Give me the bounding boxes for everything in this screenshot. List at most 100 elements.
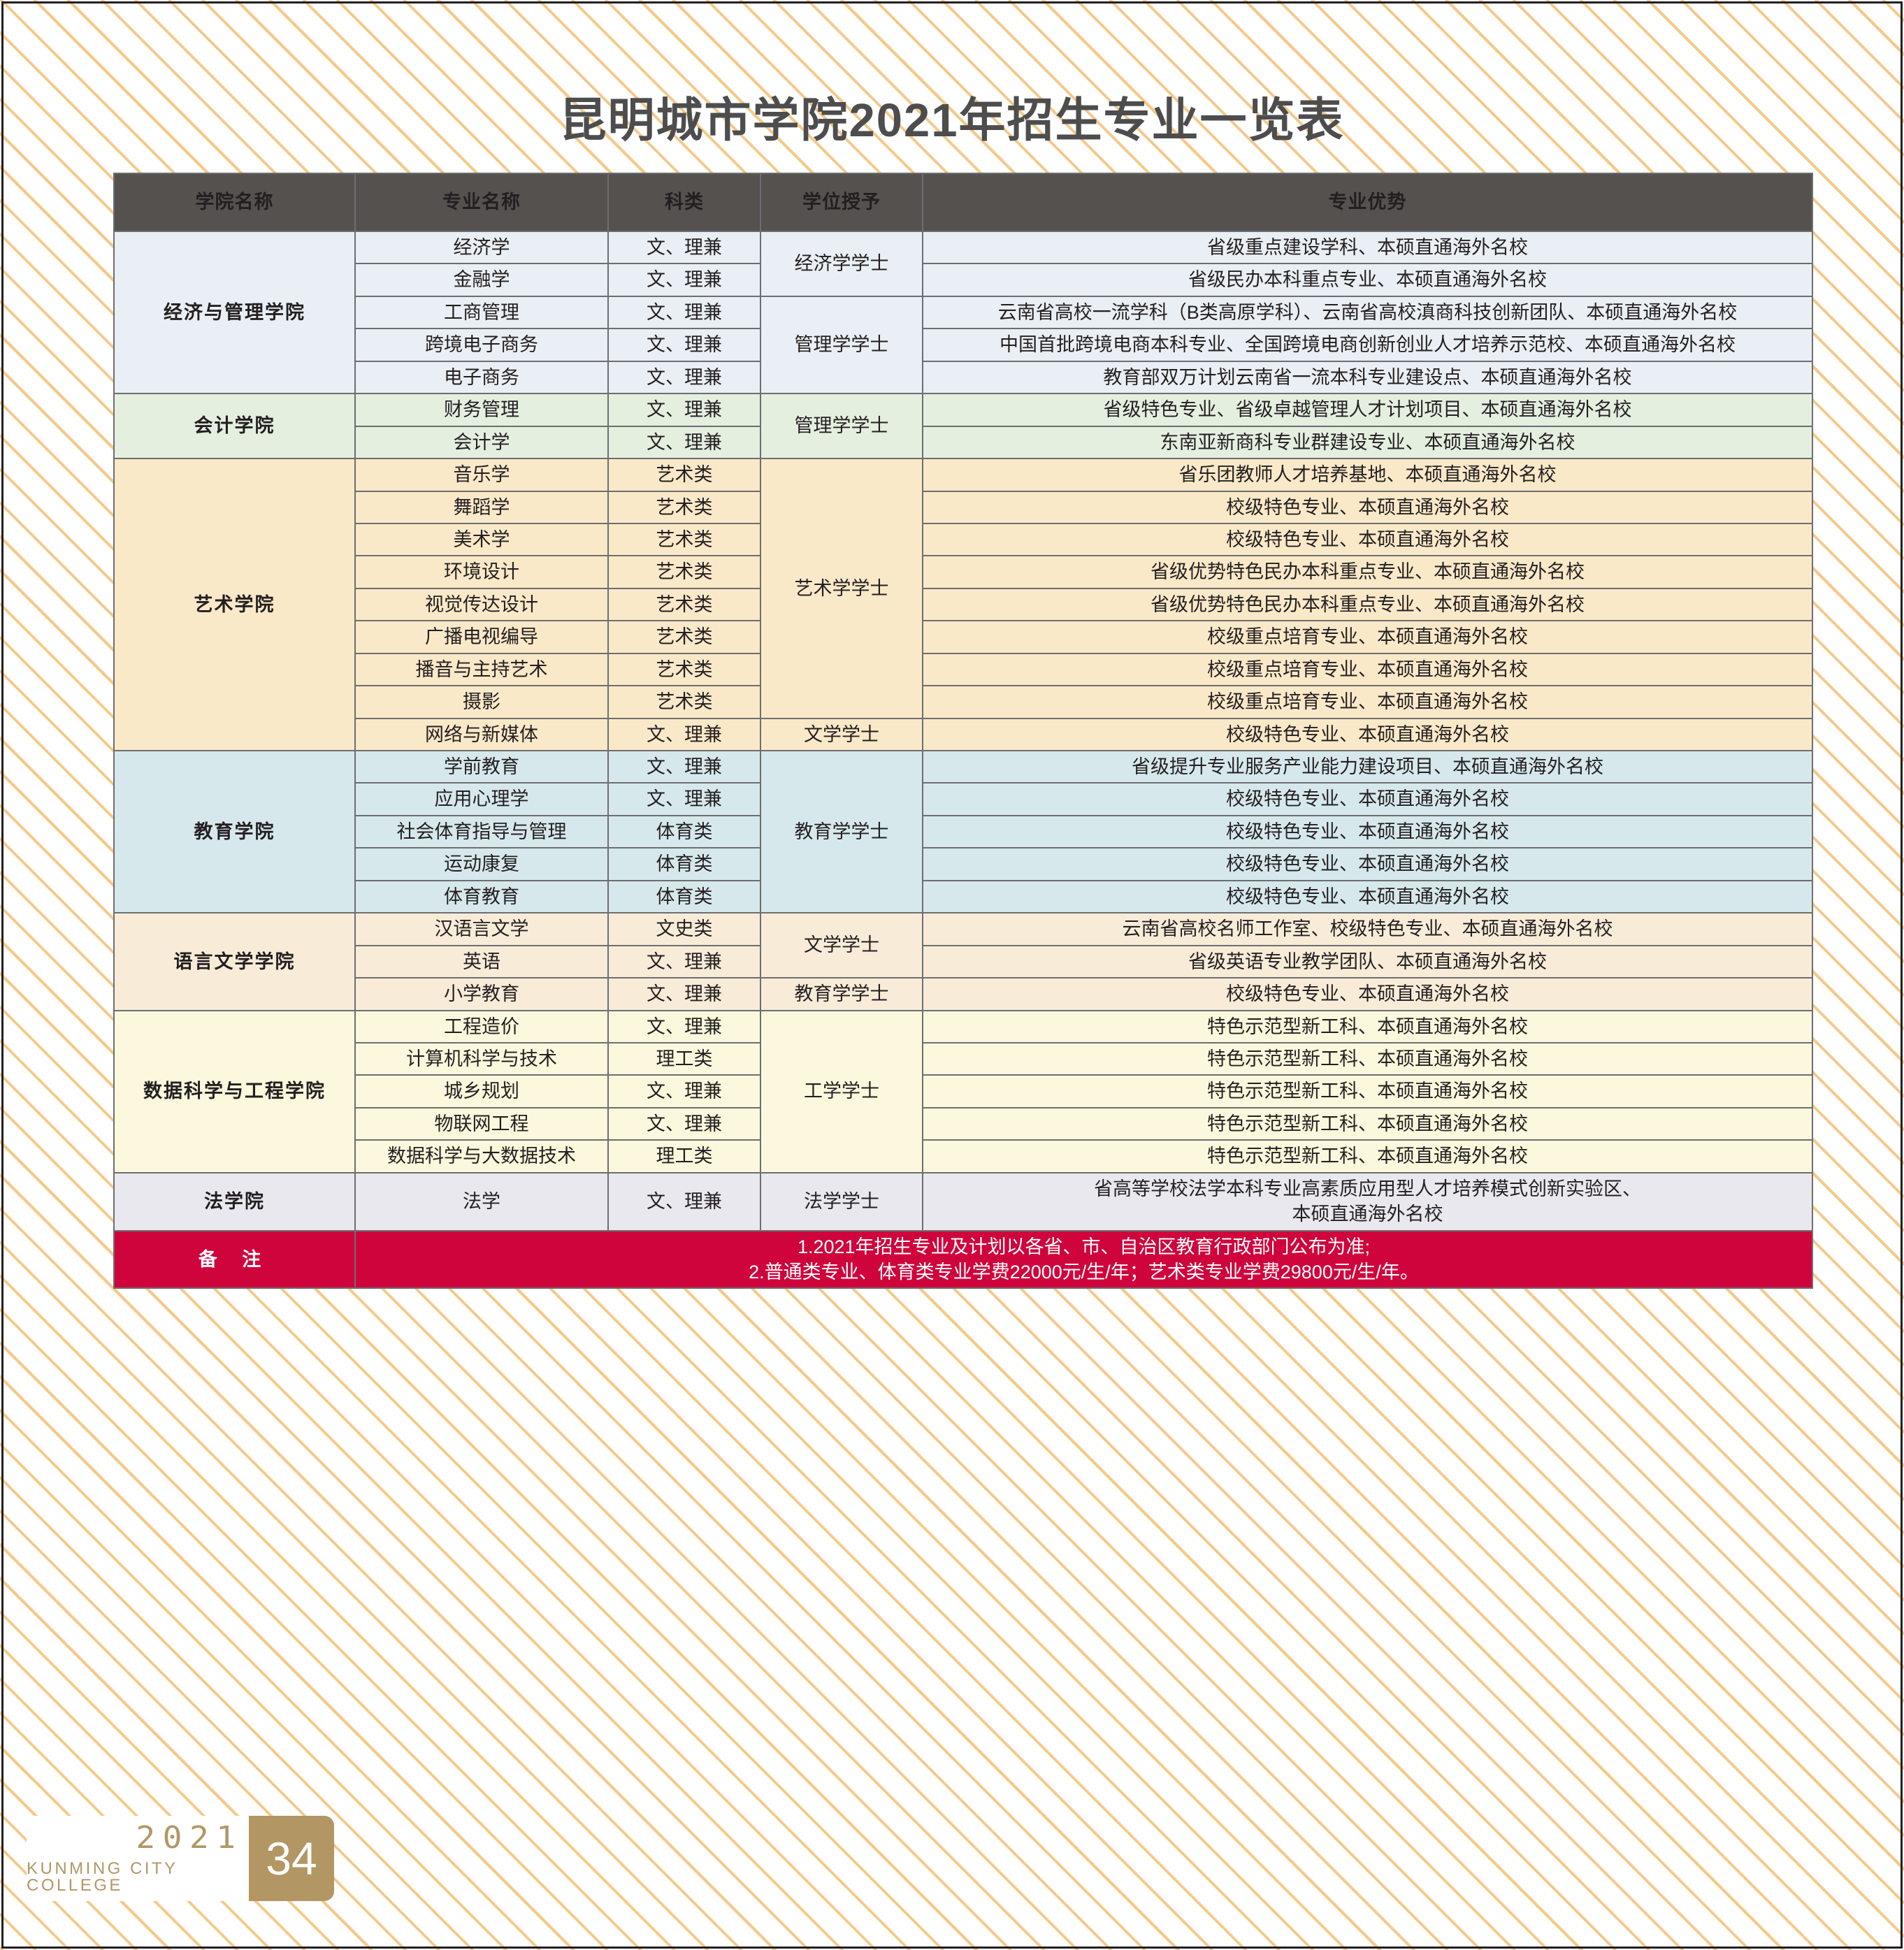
- major-name-cell: 音乐学: [354, 458, 609, 492]
- major-advantage-cell: 省乐团教师人才培养基地、本硕直通海外名校: [922, 458, 1813, 492]
- table-head: 学院名称 专业名称 科类 学位授予 专业优势: [113, 173, 1813, 232]
- major-name-cell: 工商管理: [354, 295, 609, 330]
- major-advantage-cell: 校级特色专业、本硕直通海外名校: [922, 522, 1813, 557]
- subject-category-cell: 文、理兼: [607, 360, 761, 395]
- subject-category-cell: 艺术类: [607, 685, 761, 719]
- table-row: 数据科学与大数据技术 理工类 特色示范型新工科、本硕直通海外名校: [114, 1139, 1813, 1173]
- notes-line: 1.2021年招生专业及计划以各省、市、自治区教育行政部门公布为准;: [797, 1236, 1371, 1257]
- table-row: 法学院 法学 文、理兼 法学学士 省高等学校法学本科专业高素质应用型人才培养模式创新实验…: [113, 1171, 1813, 1232]
- table-row: 运动康复 体育类 校级特色专业、本硕直通海外名校: [114, 847, 1813, 881]
- major-advantage-cell: 校级特色专业、本硕直通海外名校: [922, 879, 1813, 914]
- major-name-cell: 视觉传达设计: [354, 587, 609, 622]
- major-advantage-cell: 东南亚新商科专业群建设专业、本硕直通海外名校: [922, 425, 1813, 460]
- table-row: 舞蹈学 艺术类 校级特色专业、本硕直通海外名校: [114, 490, 1813, 524]
- college-name-cell: 数据科学与工程学院: [113, 1009, 356, 1173]
- degree-awarded-cell: 文学学士: [760, 717, 923, 752]
- table-row: 金融学 文、理兼 省级民办本科重点专业、本硕直通海外名校: [114, 263, 1813, 297]
- table-row: 教育学院 学前教育 文、理兼 教育学学士 省级提升专业服务产业能力建设项目、本硕直通海外…: [113, 749, 1813, 914]
- notes-row: 备 注 1.2021年招生专业及计划以各省、市、自治区教育行政部门公布为准; 2.普…: [113, 1229, 1813, 1290]
- college-name-cell: 语言文学学院: [113, 912, 356, 1011]
- major-advantage-cell: 特色示范型新工科、本硕直通海外名校: [922, 1074, 1813, 1108]
- subject-category-cell: 体育类: [607, 814, 761, 849]
- subject-category-cell: 文、理兼: [607, 1171, 761, 1232]
- major-advantage-cell: 中国首批跨境电商本科专业、全国跨境电商创新创业人才培养示范校、本硕直通海外名校: [922, 328, 1813, 362]
- major-advantage-cell: 特色示范型新工科、本硕直通海外名校: [922, 1106, 1813, 1141]
- major-advantage-cell: 省级优势特色民办本科重点专业、本硕直通海外名校: [922, 555, 1813, 589]
- major-advantage-cell: 省级民办本科重点专业、本硕直通海外名校: [922, 263, 1813, 297]
- table-header-cell-3: 学位授予: [760, 173, 923, 232]
- table-row: 美术学 艺术类 校级特色专业、本硕直通海外名校: [114, 522, 1813, 557]
- subject-category-cell: 文、理兼: [607, 393, 761, 427]
- majors-table-container: 学院名称 专业名称 科类 学位授予 专业优势 经济与管理学院 经济学 文、理兼 经济学学士 省级…: [113, 173, 1813, 1290]
- major-advantage-cell: 特色示范型新工科、本硕直通海外名校: [922, 1041, 1813, 1076]
- table-header-cell-0: 学院名称: [113, 173, 356, 232]
- footer-badge: 2021 KUNMING CITY COLLEGE 34: [27, 1816, 334, 1901]
- major-name-cell: 小学教育: [354, 977, 609, 1011]
- table-header-row: 学院名称 专业名称 科类 学位授予 专业优势: [113, 173, 1813, 232]
- table-row: 语言文学学院 汉语言文学 文史类 文学学士 云南省高校名师工作室、校级特色专业、本硕直通…: [113, 912, 1813, 1011]
- subject-category-cell: 理工类: [607, 1139, 761, 1173]
- major-advantage-cell: 省级提升专业服务产业能力建设项目、本硕直通海外名校: [922, 749, 1813, 784]
- degree-awarded-cell: 文学学士: [760, 912, 923, 979]
- subject-category-cell: 体育类: [607, 879, 761, 914]
- table-row: 环境设计 艺术类 省级优势特色民办本科重点专业、本硕直通海外名校: [114, 555, 1813, 589]
- subject-category-cell: 文、理兼: [607, 944, 761, 979]
- major-advantage-cell: 省级优势特色民办本科重点专业、本硕直通海外名校: [922, 587, 1813, 622]
- footer-year: 2021: [136, 1820, 243, 1856]
- major-name-cell: 金融学: [354, 263, 609, 297]
- table-row: 广播电视编导 艺术类 校级重点培育专业、本硕直通海外名校: [114, 620, 1813, 654]
- major-name-cell: 环境设计: [354, 555, 609, 589]
- table-row: 物联网工程 文、理兼 特色示范型新工科、本硕直通海外名校: [114, 1106, 1813, 1141]
- major-advantage-cell: 校级重点培育专业、本硕直通海外名校: [922, 620, 1813, 654]
- major-name-cell: 工程造价: [354, 1009, 609, 1043]
- subject-category-cell: 文史类: [607, 912, 761, 946]
- subject-category-cell: 艺术类: [607, 652, 761, 687]
- subject-category-cell: 理工类: [607, 1041, 761, 1076]
- subject-category-cell: 文、理兼: [607, 425, 761, 460]
- table-row: 视觉传达设计 艺术类 省级优势特色民办本科重点专业、本硕直通海外名校: [114, 587, 1813, 622]
- page-title: 昆明城市学院2021年招生专业一览表: [559, 94, 1345, 147]
- major-advantage-cell: 省级特色专业、省级卓越管理人才计划项目、本硕直通海外名校: [922, 393, 1813, 427]
- major-name-cell: 体育教育: [354, 879, 609, 914]
- degree-awarded-cell: 教育学学士: [760, 749, 923, 914]
- degree-awarded-cell: 艺术学学士: [760, 458, 923, 719]
- major-advantage-cell: 教育部双万计划云南省一流本科专业建设点、本硕直通海外名校: [922, 360, 1813, 395]
- major-name-cell: 广播电视编导: [354, 620, 609, 654]
- college-name-cell: 法学院: [113, 1171, 356, 1232]
- major-name-cell: 会计学: [354, 425, 609, 460]
- notes-line: 2.普通类专业、体育类专业学费22000元/生/年；艺术类专业学费29800元/…: [749, 1262, 1419, 1283]
- subject-category-cell: 艺术类: [607, 555, 761, 589]
- subject-category-cell: 文、理兼: [607, 263, 761, 297]
- degree-awarded-cell: 法学学士: [760, 1171, 923, 1232]
- subject-category-cell: 艺术类: [607, 587, 761, 622]
- college-name-cell: 艺术学院: [113, 458, 356, 751]
- major-advantage-cell: 校级特色专业、本硕直通海外名校: [922, 847, 1813, 881]
- major-name-cell: 网络与新媒体: [354, 717, 609, 752]
- table-row: 小学教育 文、理兼 教育学学士 校级特色专业、本硕直通海外名校: [114, 977, 1813, 1011]
- table-row: 体育教育 体育类 校级特色专业、本硕直通海外名校: [114, 879, 1813, 914]
- subject-category-cell: 文、理兼: [607, 328, 761, 362]
- major-name-cell: 应用心理学: [354, 782, 609, 816]
- major-name-cell: 汉语言文学: [354, 912, 609, 946]
- table-header-cell-1: 专业名称: [354, 173, 609, 232]
- major-name-cell: 摄影: [354, 685, 609, 719]
- major-advantage-cell: 校级重点培育专业、本硕直通海外名校: [922, 685, 1813, 719]
- table-row: 数据科学与工程学院 工程造价 文、理兼 工学学士 特色示范型新工科、本硕直通海外名校: [113, 1009, 1813, 1173]
- major-name-cell: 运动康复: [354, 847, 609, 881]
- table-row: 城乡规划 文、理兼 特色示范型新工科、本硕直通海外名校: [114, 1074, 1813, 1108]
- table-body: 经济与管理学院 经济学 文、理兼 经济学学士 省级重点建设学科、本硕直通海外名校 金融学文…: [113, 230, 1813, 1290]
- footer-english-name: KUNMING CITY COLLEGE: [27, 1859, 178, 1895]
- major-name-cell: 美术学: [354, 522, 609, 557]
- degree-awarded-cell: 管理学学士: [760, 295, 923, 395]
- major-advantage-cell: 校级特色专业、本硕直通海外名校: [922, 977, 1813, 1011]
- table-row: 会计学 文、理兼 东南亚新商科专业群建设专业、本硕直通海外名校: [114, 425, 1813, 460]
- major-advantage-cell: 校级特色专业、本硕直通海外名校: [922, 490, 1813, 524]
- major-name-cell: 英语: [354, 944, 609, 979]
- degree-awarded-cell: 经济学学士: [760, 231, 923, 297]
- major-advantage-cell: 省级重点建设学科、本硕直通海外名校: [922, 230, 1813, 265]
- table-row: 社会体育指导与管理 体育类 校级特色专业、本硕直通海外名校: [114, 814, 1813, 849]
- subject-category-cell: 艺术类: [607, 522, 761, 557]
- major-name-cell: 数据科学与大数据技术: [354, 1139, 609, 1173]
- major-name-cell: 电子商务: [354, 360, 609, 395]
